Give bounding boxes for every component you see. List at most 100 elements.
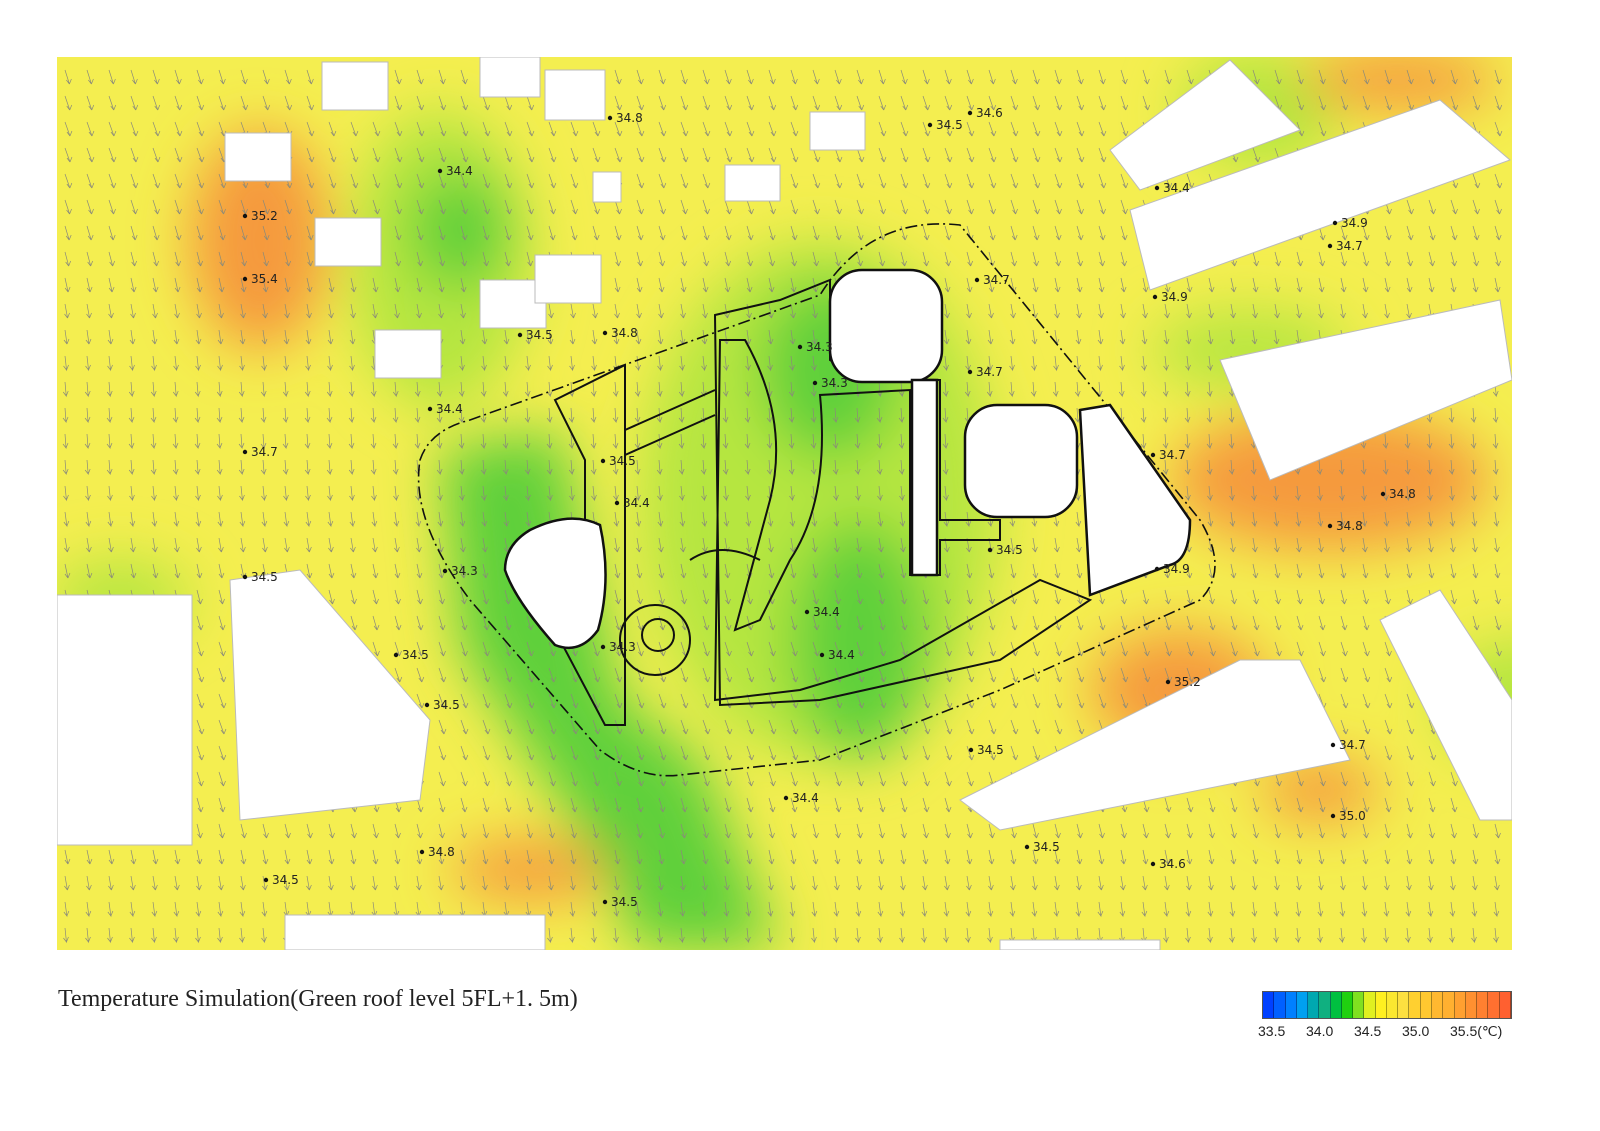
wind-arrow — [372, 199, 380, 215]
wind-arrow — [1406, 277, 1413, 293]
wind-arrow — [458, 407, 465, 424]
wind-arrow — [943, 901, 950, 918]
wind-arrow — [812, 277, 819, 293]
wind-arrow — [504, 589, 511, 605]
wind-arrow — [746, 771, 754, 787]
wind-arrow — [438, 121, 447, 137]
wind-arrow — [1384, 589, 1391, 605]
wind-arrow — [790, 641, 798, 657]
wind-arrow — [768, 875, 774, 891]
wind-arrow — [658, 875, 664, 891]
wind-arrow — [965, 355, 971, 372]
temperature-point: 34.5 — [393, 648, 429, 662]
svg-text:34.4: 34.4 — [436, 402, 463, 416]
wind-arrow — [1075, 329, 1082, 345]
wind-arrow — [152, 251, 159, 267]
wind-arrow — [767, 901, 774, 918]
wind-arrow — [1493, 511, 1500, 528]
wind-arrow — [85, 511, 92, 528]
temperature-labels: 34.8 34.534.634.435.234.434.934.735.4 34.7… — [242, 106, 1416, 909]
wind-arrow — [260, 433, 267, 450]
wind-arrow — [1010, 875, 1016, 891]
wind-arrow — [438, 823, 445, 839]
wind-arrow — [328, 875, 334, 891]
wind-arrow — [834, 225, 842, 241]
wind-arrow — [1076, 95, 1085, 111]
wind-arrow — [196, 225, 204, 241]
wind-arrow — [1428, 771, 1436, 787]
wind-arrow — [85, 355, 91, 372]
wind-arrow — [634, 433, 641, 450]
wind-arrow — [173, 329, 180, 345]
legend-tick: 33.5 — [1258, 1023, 1286, 1039]
wind-arrow — [1208, 797, 1216, 813]
wind-arrow — [1142, 875, 1148, 891]
wind-arrow — [1339, 927, 1345, 944]
wind-arrow — [1206, 381, 1213, 398]
wind-arrow — [548, 147, 557, 163]
wind-arrow — [613, 927, 619, 944]
wind-arrow — [1404, 433, 1411, 450]
wind-arrow — [1318, 771, 1326, 787]
wind-arrow — [657, 485, 663, 502]
wind-arrow — [1428, 225, 1436, 241]
wind-arrow — [416, 563, 423, 579]
wind-arrow — [658, 199, 666, 215]
wind-arrow — [503, 355, 509, 372]
wind-arrow — [1362, 693, 1371, 709]
legend-swatch — [1375, 992, 1387, 1018]
wind-arrow — [174, 69, 182, 85]
legend-swatch — [1431, 992, 1444, 1018]
wind-arrow — [526, 173, 535, 189]
wind-arrow — [438, 719, 447, 735]
wind-arrow — [1120, 849, 1127, 865]
wind-arrow — [657, 355, 663, 372]
wind-arrow — [1494, 277, 1501, 293]
wind-arrow — [416, 615, 424, 631]
wind-arrow — [174, 199, 182, 215]
wind-arrow — [1164, 641, 1172, 657]
wind-arrow — [834, 251, 841, 267]
wind-arrow — [1472, 589, 1479, 605]
wind-arrow — [106, 433, 113, 450]
wind-arrow — [680, 823, 687, 839]
wind-arrow — [766, 433, 773, 450]
wind-arrow — [130, 849, 137, 865]
wind-arrow — [701, 511, 708, 528]
wind-arrow — [746, 849, 753, 865]
wind-arrow — [944, 277, 951, 293]
wind-arrow — [658, 537, 664, 553]
wind-arrow — [1274, 797, 1282, 813]
wind-arrow — [790, 797, 798, 813]
wind-arrow — [988, 667, 997, 683]
wind-arrow — [436, 433, 443, 450]
wind-arrow — [1228, 407, 1235, 424]
wind-arrow — [1472, 823, 1479, 839]
wind-arrow — [460, 797, 468, 813]
wind-arrow — [788, 381, 795, 398]
wind-arrow — [1032, 69, 1040, 85]
wind-arrow — [1097, 355, 1103, 372]
wind-arrow — [942, 433, 949, 450]
wind-arrow — [1008, 381, 1015, 398]
wind-arrow — [570, 173, 579, 189]
wind-arrow — [85, 485, 91, 502]
wind-arrow — [1186, 823, 1193, 839]
wind-arrow — [1471, 485, 1477, 502]
temperature-point: 34.5 — [600, 454, 636, 468]
wind-arrow — [636, 147, 645, 163]
wind-arrow — [172, 381, 179, 398]
wind-arrow — [460, 277, 467, 293]
wind-arrow — [965, 511, 972, 528]
wind-arrow — [876, 433, 883, 450]
wind-arrow — [1296, 875, 1302, 891]
wind-arrow — [832, 433, 839, 450]
wind-arrow — [526, 121, 535, 137]
wind-arrow — [570, 147, 579, 163]
wind-arrow — [372, 147, 381, 163]
wind-arrow — [1054, 823, 1061, 839]
wind-arrow — [811, 511, 818, 528]
wind-arrow — [1140, 407, 1147, 424]
wind-arrow — [460, 303, 466, 319]
svg-text:34.3: 34.3 — [451, 564, 478, 578]
